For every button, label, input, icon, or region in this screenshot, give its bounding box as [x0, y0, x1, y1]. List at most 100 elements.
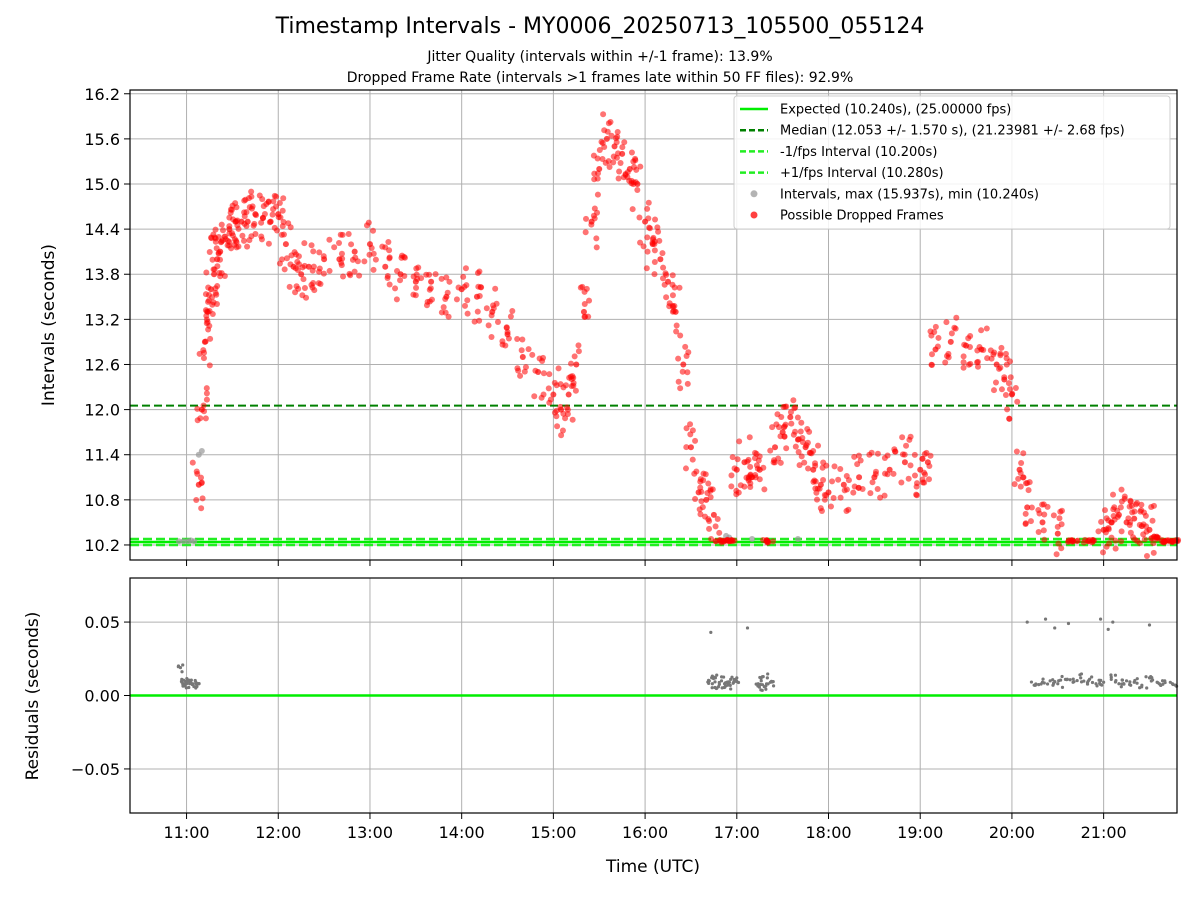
residual-point: [715, 673, 719, 677]
dropped-frame-point: [843, 473, 850, 480]
dropped-frame-point: [703, 496, 710, 503]
dropped-frame-point: [830, 494, 837, 501]
dropped-frame-point: [1005, 380, 1012, 387]
dropped-frame-point: [397, 277, 404, 284]
dropped-frame-point: [911, 472, 918, 479]
dropped-frame-point: [274, 227, 281, 234]
residual-point: [1121, 681, 1126, 686]
residual-point: [1048, 679, 1052, 683]
dropped-frame-point: [729, 454, 736, 461]
dropped-frame-point: [953, 314, 960, 321]
residual-point: [759, 679, 763, 683]
residual-point: [1051, 683, 1055, 687]
residual-point: [1042, 681, 1046, 685]
dropped-frame-point: [794, 436, 801, 443]
residual-point: [723, 684, 728, 688]
dropped-frame-point: [657, 256, 664, 263]
dropped-frame-point: [728, 472, 735, 479]
dropped-frame-point: [226, 242, 233, 249]
dropped-frame-point: [458, 286, 465, 293]
residual-point: [1056, 682, 1060, 686]
dropped-frame-point: [782, 403, 789, 410]
dropped-frame-point: [207, 335, 214, 342]
dropped-frame-point: [246, 237, 253, 244]
dropped-frame-point: [675, 378, 682, 385]
dropped-frame-point: [872, 468, 879, 475]
residual-point: [181, 663, 185, 667]
dropped-frame-point: [652, 216, 659, 223]
dropped-frame-point: [1101, 507, 1108, 514]
dropped-frame-point: [673, 322, 680, 329]
dropped-frame-point: [796, 462, 803, 469]
dropped-frame-point: [928, 361, 935, 368]
y-tick-label: −0.05: [71, 760, 120, 779]
dropped-frame-point: [1053, 551, 1060, 558]
dropped-frame-point: [384, 272, 391, 279]
dropped-frame-point: [1022, 510, 1029, 517]
dropped-frame-point: [202, 291, 209, 298]
dropped-frame-point: [633, 166, 640, 173]
dropped-frame-point: [397, 271, 404, 278]
dropped-frame-point: [815, 442, 822, 449]
dropped-frame-point: [935, 334, 942, 341]
dropped-frame-point: [812, 485, 819, 492]
dropped-frame-point: [525, 346, 532, 353]
residual-point: [1071, 677, 1075, 681]
dropped-frame-point: [1111, 516, 1118, 523]
dropped-frame-point: [461, 302, 468, 309]
dropped-frame-point: [820, 477, 827, 484]
dropped-frame-point: [273, 193, 280, 200]
dropped-frame-point: [687, 444, 694, 451]
dropped-frame-point: [684, 380, 691, 387]
dropped-frame-point: [194, 405, 201, 412]
dropped-frame-point: [783, 445, 790, 452]
residual-point: [1088, 677, 1092, 681]
dropped-frame-point: [1110, 491, 1117, 498]
dropped-frame-point: [960, 364, 967, 371]
dropped-frame-point: [761, 486, 768, 493]
dropped-frame-point: [942, 359, 949, 366]
dropped-frame-point: [617, 160, 624, 167]
dropped-frame-point: [386, 281, 393, 288]
dropped-frame-point: [787, 414, 794, 421]
residual-point: [771, 680, 775, 684]
dropped-frame-point: [1112, 545, 1119, 552]
dropped-frame-point: [850, 489, 857, 496]
dropped-frame-point: [774, 411, 781, 418]
residual-point: [1100, 683, 1104, 687]
dropped-frame-point: [212, 285, 219, 292]
dropped-frame-point: [660, 264, 667, 271]
dropped-frame-point: [386, 247, 393, 254]
dropped-frame-point: [682, 465, 689, 472]
dropped-frame-point: [1015, 475, 1022, 482]
dropped-frame-point: [518, 347, 525, 354]
dropped-frame-point: [790, 397, 797, 404]
dropped-frame-point: [1008, 391, 1015, 398]
dropped-frame-point: [494, 318, 501, 325]
dropped-frame-point: [869, 479, 876, 486]
dropped-frame-point: [682, 343, 689, 350]
dropped-frame-point: [228, 206, 235, 213]
dropped-frame-point: [687, 421, 694, 428]
dropped-frame-point: [331, 244, 338, 251]
dropped-frame-point: [1050, 512, 1057, 519]
residual-point: [1085, 682, 1090, 686]
residual-point: [1099, 678, 1103, 682]
dropped-frame-point: [677, 385, 684, 392]
residual-point: [1168, 680, 1172, 684]
residual-point: [1059, 678, 1063, 682]
dropped-frame-point: [943, 352, 950, 359]
dropped-frame-point: [882, 470, 889, 477]
dropped-frame-point: [502, 342, 509, 349]
dropped-frame-point: [594, 191, 601, 198]
dropped-frame-point: [244, 243, 251, 250]
dropped-frame-point: [206, 249, 213, 256]
interval-point: [749, 535, 756, 542]
dropped-frame-point: [316, 265, 323, 272]
y-tick-label: 13.8: [84, 265, 120, 284]
dropped-frame-point: [913, 491, 920, 498]
dropped-frame-point: [219, 227, 226, 234]
dropped-frame-point: [697, 484, 704, 491]
dropped-frame-point: [676, 284, 683, 291]
dropped-frame-point: [673, 328, 680, 335]
